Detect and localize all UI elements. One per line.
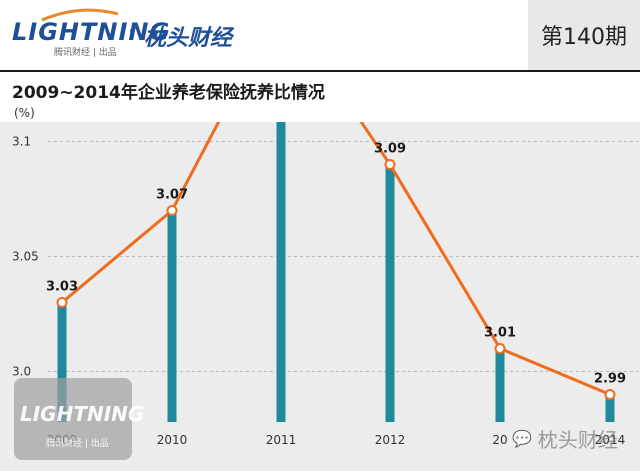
data-point — [166, 205, 178, 216]
data-point — [494, 343, 506, 354]
data-point — [604, 389, 616, 400]
data-label: 3.01 — [484, 326, 516, 341]
y-axis-unit: (%) — [14, 106, 35, 120]
data-label: 3.03 — [46, 280, 78, 295]
brand-name: 枕头财经 — [144, 26, 233, 51]
y-tick-label: 3.05 — [12, 250, 39, 264]
data-label: 3.09 — [374, 142, 406, 157]
watermark-logo — [14, 378, 132, 460]
lightning-swoosh-icon — [41, 8, 119, 22]
watermark-logo-text: LIGHTNING — [20, 402, 145, 426]
bar — [495, 348, 505, 422]
data-point — [384, 159, 396, 170]
data-label: 2.99 — [594, 372, 626, 387]
x-tick-label: 2010 — [157, 433, 188, 447]
wechat-label: 枕头财经 — [537, 428, 618, 452]
brand-subtitle: 腾讯财经 | 出品 — [54, 48, 117, 58]
bar — [57, 302, 67, 422]
data-point — [56, 297, 68, 308]
watermark-logo-subtitle: 腾讯财经 | 出品 — [46, 439, 109, 449]
y-tick-label: 3.0 — [12, 365, 31, 379]
x-tick-label: 2012 — [375, 433, 406, 447]
wechat-icon: 💬 — [512, 429, 532, 448]
header: LIGHTNING 腾讯财经 | 出品 · 枕头财经 第140期 — [0, 0, 640, 72]
data-label: 3.07 — [156, 188, 188, 203]
x-tick-label: 2011 — [266, 433, 297, 447]
chart: 3.23.153.13.053.03.033.073.163.093.012.9… — [12, 122, 640, 447]
brand-logo: LIGHTNING — [12, 18, 171, 46]
bar — [385, 164, 395, 422]
wechat-watermark: 💬 枕头财经 — [512, 424, 618, 453]
chart-title: 2009~2014年企业养老保险抚养比情况 — [12, 83, 325, 103]
y-tick-label: 3.1 — [12, 135, 31, 149]
brand-separator: · — [128, 20, 137, 45]
bar — [167, 210, 177, 422]
bar — [276, 122, 286, 422]
x-tick-label: 20 — [492, 433, 507, 447]
bar — [605, 394, 615, 422]
issue-number: 第140期 — [528, 0, 640, 70]
series-line — [61, 122, 611, 396]
x-tick-label: 2014 — [595, 433, 626, 447]
